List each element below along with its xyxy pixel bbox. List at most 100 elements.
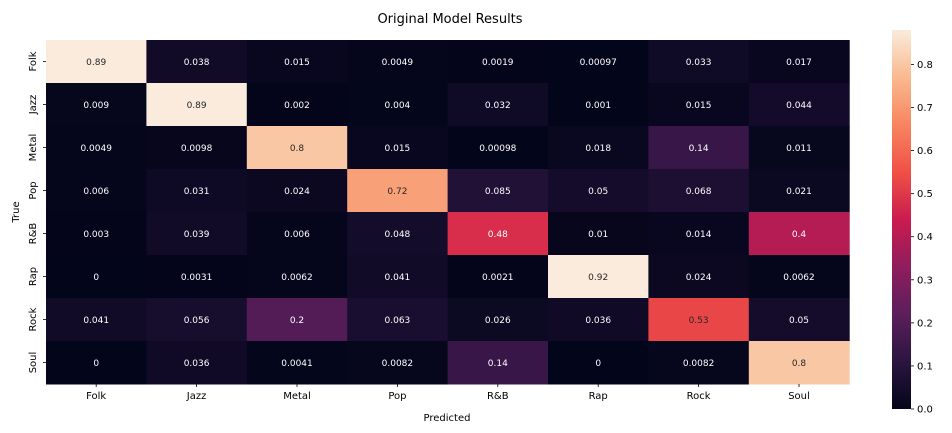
cell-value-label: 0.0041	[281, 359, 313, 369]
heatmap-cell	[46, 341, 147, 385]
heatmap-cell	[748, 169, 850, 213]
heatmap-cell	[246, 255, 348, 299]
y-tick-label: Folk	[28, 51, 39, 71]
cell-value-label: 0.063	[385, 316, 411, 326]
x-tick-label: Folk	[86, 391, 106, 402]
heatmap-cell	[146, 255, 248, 299]
cell-value-label: 0.92	[588, 273, 608, 283]
heatmap-cell	[447, 169, 549, 213]
cell-value-label: 0.015	[284, 58, 310, 68]
heatmap-cell	[347, 298, 449, 342]
y-tick-label: Rap	[28, 267, 39, 286]
cell-value-label: 0.015	[686, 101, 712, 111]
x-tick-label: Rock	[687, 391, 711, 402]
cell-value-label: 0.0019	[482, 58, 514, 68]
heatmap-cell	[748, 341, 850, 385]
heatmap-cell	[648, 40, 750, 84]
heatmap-cell	[648, 341, 750, 385]
cell-value-label: 0.006	[284, 230, 310, 240]
heatmap-cell	[548, 255, 649, 299]
cell-value-label: 0.0031	[181, 273, 213, 283]
cell-value-label: 0.002	[284, 101, 310, 111]
heatmap-cell	[46, 83, 147, 127]
heatmap-cell	[146, 298, 248, 342]
heatmap-cell	[146, 40, 248, 84]
cell-value-label: 0.00097	[580, 58, 617, 68]
heatmap-cell	[347, 126, 449, 170]
cell-value-label: 0.0062	[281, 273, 313, 283]
heatmap-cell	[447, 298, 549, 342]
heatmap-cell	[447, 212, 549, 256]
cell-value-label: 0.014	[686, 230, 712, 240]
y-tick-label: Jazz	[28, 95, 39, 116]
cell-value-label: 0.001	[585, 101, 611, 111]
heatmap-cell	[548, 212, 649, 256]
cell-value-label: 0.89	[187, 101, 207, 111]
heatmap-cell	[447, 40, 549, 84]
x-tick-label: Pop	[388, 391, 406, 402]
heatmap-cells	[46, 40, 850, 385]
x-tick-label: Rap	[589, 391, 608, 402]
cell-value-label: 0.017	[786, 58, 812, 68]
cell-value-label: 0.015	[385, 144, 411, 154]
heatmap-cell	[246, 126, 348, 170]
heatmap-cell	[748, 83, 850, 127]
heatmap-cell	[748, 40, 850, 84]
chart-title: Original Model Results	[377, 12, 522, 27]
cell-value-label: 0.004	[385, 101, 411, 111]
colorbar	[892, 30, 911, 409]
cell-value-label: 0.05	[588, 187, 608, 197]
heatmap-cell	[548, 298, 649, 342]
cell-value-label: 0.0082	[683, 359, 715, 369]
cell-value-label: 0.14	[488, 359, 508, 369]
heatmap-cell	[347, 169, 449, 213]
cell-value-label: 0.033	[686, 58, 712, 68]
cell-value-label: 0.032	[485, 101, 511, 111]
x-tick-label: Soul	[788, 391, 810, 402]
heatmap-cell	[46, 169, 147, 213]
colorbar-ticks: 0.0 0.1 0.2 0.3 0.4 0.5 0.6 0.7 0.8	[911, 60, 933, 416]
cell-value-label: 0.0098	[181, 144, 213, 154]
cell-value-label: 0.006	[83, 187, 109, 197]
heatmap-cell	[347, 83, 449, 127]
cell-value-label: 0.021	[786, 187, 812, 197]
heatmap-cell	[748, 255, 850, 299]
colorbar-tick-label: 0.7	[917, 103, 933, 114]
y-axis-label: True	[11, 201, 22, 223]
cell-value-label: 0.0082	[382, 359, 414, 369]
heatmap-cell	[347, 40, 449, 84]
heatmap-cell	[447, 255, 549, 299]
colorbar-tick-label: 0.2	[917, 318, 933, 329]
y-tick-label: Soul	[28, 352, 39, 374]
colorbar-tick-label: 0.5	[917, 189, 933, 200]
cell-value-label: 0.011	[786, 144, 812, 154]
cell-value-label: 0.003	[83, 230, 109, 240]
cell-value-label: 0.041	[83, 316, 109, 326]
heatmap-cell	[46, 298, 147, 342]
cell-value-label: 0.0049	[382, 58, 414, 68]
y-tick-label: R&B	[28, 223, 39, 245]
heatmap-cell	[246, 341, 348, 385]
cell-value-label: 0.0049	[80, 144, 112, 154]
heatmap-cell	[46, 212, 147, 256]
cell-value-label: 0.0021	[482, 273, 514, 283]
cell-value-label: 0.53	[689, 316, 709, 326]
heatmap-cell	[46, 126, 147, 170]
cell-value-label: 0.068	[686, 187, 712, 197]
cell-value-label: 0.039	[184, 230, 210, 240]
cell-value-label: 0.038	[184, 58, 210, 68]
x-tick-label: R&B	[487, 391, 509, 402]
cell-value-label: 0.0062	[783, 273, 815, 283]
heatmap-cell	[648, 212, 750, 256]
heatmap-cell	[246, 169, 348, 213]
heatmap-cell	[648, 83, 750, 127]
heatmap-cell	[347, 255, 449, 299]
heatmap-cell	[648, 298, 750, 342]
y-tick-label: Pop	[28, 181, 39, 199]
cell-value-label: 0.026	[485, 316, 511, 326]
cell-value-label: 0.036	[585, 316, 611, 326]
colorbar-tick-label: 0.6	[917, 146, 933, 157]
heatmap-cell	[246, 40, 348, 84]
cell-value-label: 0.4	[792, 230, 807, 240]
cell-value-label: 0.048	[385, 230, 411, 240]
